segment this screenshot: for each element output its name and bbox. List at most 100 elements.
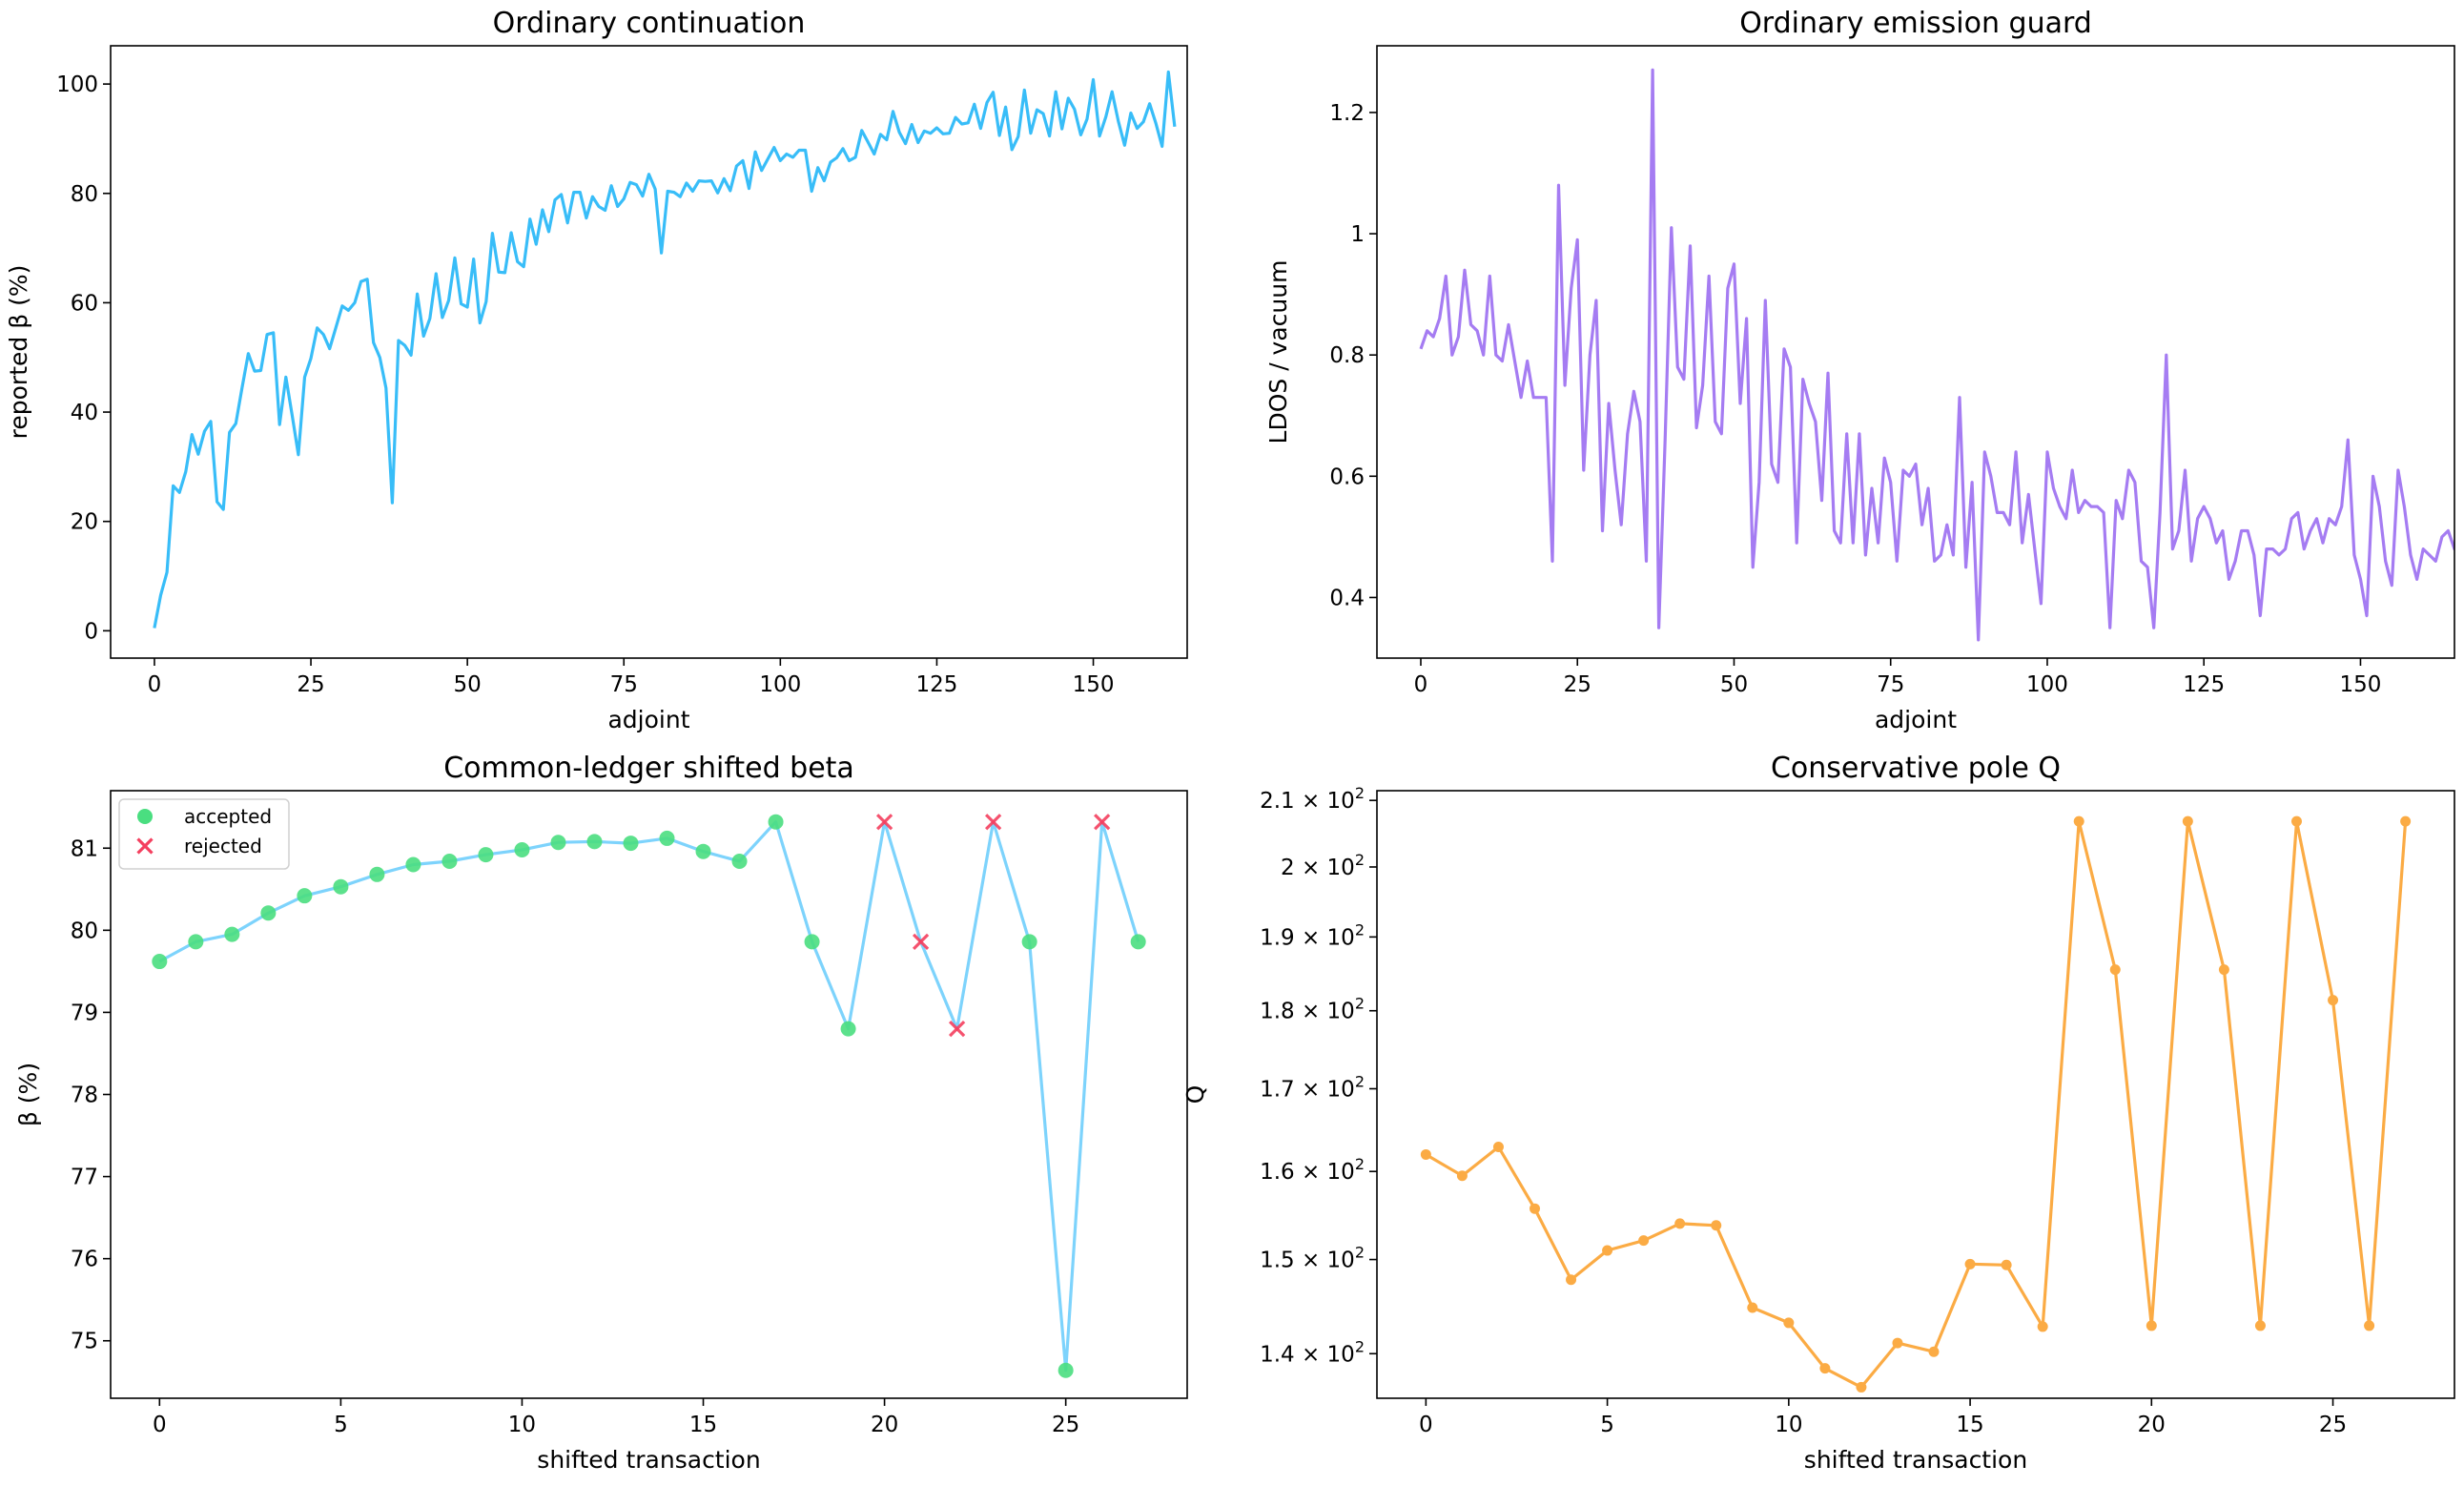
legend: accepted rejected: [118, 798, 290, 870]
chart-tl: Ordinary continuation 0 25 50 75 100 125 150 0 20…: [5, 7, 1188, 733]
y-axis-label: β (%): [14, 1063, 42, 1126]
y-tick-label: 80: [71, 182, 98, 207]
data-point: [2146, 1320, 2157, 1331]
accepted-point: [333, 878, 349, 895]
data-point: [1420, 1148, 1431, 1160]
y-tick-label: 0.4: [1329, 586, 1365, 610]
y-tick-label: 1.2: [1329, 101, 1365, 126]
accepted-point: [297, 888, 313, 904]
y-tick-label: 78: [71, 1084, 98, 1108]
accepted-point: [623, 836, 639, 852]
data-point: [1819, 1363, 1831, 1374]
accepted-point: [1021, 934, 1037, 950]
data-point: [1892, 1337, 1903, 1349]
chart-title: Ordinary emission guard: [1739, 7, 2092, 40]
y-tick-label: 2.1 × 102: [1260, 784, 1365, 814]
y-axis-label: Q: [1181, 1085, 1209, 1104]
y-axis-label: reported β (%): [5, 265, 32, 440]
x-tick-label: 25: [1052, 1413, 1079, 1437]
chart-title: Common-ledger shifted beta: [443, 752, 854, 785]
x-axis-label: shifted transaction: [537, 1446, 760, 1474]
y-tick-label: 1.6 × 102: [1260, 1155, 1365, 1185]
legend-rejected-label: rejected: [184, 835, 262, 857]
x-axis-label: adjoint: [607, 706, 689, 733]
x-tick-label: 0: [153, 1413, 167, 1437]
x-tick-label: 100: [2026, 672, 2068, 697]
series-line: [158, 820, 1140, 1372]
y-tick-label: 0.6: [1329, 464, 1365, 489]
axes-frame: [1376, 45, 2455, 659]
y-tick-label: 60: [71, 291, 98, 316]
y-tick-label: 1.7 × 102: [1260, 1072, 1365, 1102]
accepted-point: [441, 854, 458, 870]
y-tick-label: 1.5 × 102: [1260, 1244, 1365, 1273]
accepted-point: [731, 854, 748, 870]
accepted-point: [659, 830, 675, 846]
rejected-point: [1094, 814, 1111, 831]
y-tick-label: 81: [71, 836, 98, 861]
y-axis-label: LDOS / vacuum: [1264, 260, 1292, 444]
chart-title: Ordinary continuation: [493, 7, 806, 40]
x-tick-label: 150: [1073, 672, 1115, 697]
x-tick-label: 5: [1600, 1413, 1614, 1437]
y-tick-label: 40: [71, 401, 98, 425]
data-point: [2182, 815, 2193, 827]
x-tick-label: 75: [610, 672, 638, 697]
x-tick-label: 5: [334, 1413, 348, 1437]
x-tick-label: 20: [2138, 1413, 2166, 1437]
axes-frame: [110, 790, 1188, 1399]
x-axis-label: shifted transaction: [1804, 1446, 2027, 1474]
accepted-point: [1130, 934, 1146, 950]
y-tick-label: 1.4 × 102: [1260, 1337, 1365, 1367]
data-point: [1783, 1317, 1795, 1329]
x-axis-label: adjoint: [1875, 706, 1957, 733]
y-tick-label: 75: [71, 1330, 98, 1354]
accepted-point: [514, 841, 530, 857]
chart-br: Conservative pole Q 0 5 10 15 20 25 1.4 × 102 1.…: [1181, 752, 2455, 1474]
data-point: [2218, 964, 2229, 976]
data-point: [1747, 1302, 1758, 1313]
rejected-point: [984, 814, 1002, 831]
accepted-point: [840, 1021, 856, 1037]
legend-rejected-marker: [136, 837, 154, 855]
y-tick-label: 79: [71, 1001, 98, 1025]
data-point: [1456, 1170, 1468, 1182]
series-line: [153, 70, 1177, 629]
plot-area: [1419, 68, 2454, 642]
x-tick-label: 50: [454, 672, 482, 697]
accepted-point: [804, 934, 820, 950]
chart-title: Conservative pole Q: [1771, 752, 2061, 785]
data-point: [1566, 1274, 1577, 1286]
rejected-point: [948, 1021, 966, 1038]
accepted-point: [550, 835, 566, 851]
data-point: [2037, 1321, 2048, 1332]
y-tick-label: 2 × 102: [1281, 851, 1365, 880]
rejected-point: [912, 933, 930, 951]
x-tick-label: 100: [759, 672, 801, 697]
accepted-point: [369, 866, 385, 882]
rejected-point: [875, 814, 893, 831]
x-tick-label: 15: [1956, 1413, 1983, 1437]
data-point: [1711, 1220, 1722, 1231]
data-point: [2001, 1259, 2012, 1270]
y-tick-label: 0.8: [1329, 343, 1365, 368]
axes-frame: [110, 45, 1188, 659]
y-tick-label: 80: [71, 918, 98, 943]
chart-tr: Ordinary emission guard 0 25 50 75 100 125 150 0…: [1264, 7, 2455, 733]
legend-accepted-label: accepted: [184, 805, 272, 828]
chart-bl: Common-ledger shifted beta 0 5 10 15 20 25 75 76…: [14, 752, 1188, 1474]
x-tick-label: 10: [1775, 1413, 1802, 1437]
accepted-point: [152, 954, 168, 970]
y-tick-label: 77: [71, 1166, 98, 1190]
x-tick-label: 25: [1564, 672, 1591, 697]
data-point: [1928, 1346, 1940, 1357]
y-tick-label: 0: [84, 619, 98, 644]
data-point: [1964, 1258, 1976, 1269]
series-line: [1419, 68, 2454, 642]
x-tick-label: 50: [1720, 672, 1748, 697]
plot-area: [1420, 815, 2412, 1393]
data-point: [2364, 1320, 2375, 1331]
data-point: [2073, 815, 2084, 827]
accepted-point: [1057, 1362, 1074, 1378]
